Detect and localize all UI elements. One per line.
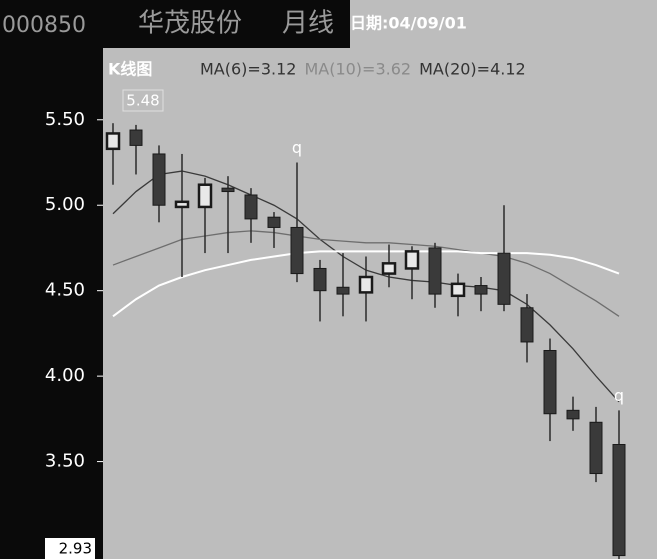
annotation: q (614, 386, 624, 405)
y-tick-label: 5.00 (45, 194, 85, 215)
candle-body (543, 349, 557, 415)
candle-body (174, 200, 190, 209)
legend-entry: MA(10)=3.62 (304, 60, 411, 79)
y-tick-label: 4.50 (45, 280, 85, 301)
candle-body (450, 282, 466, 298)
y-tick-label: 4.00 (45, 365, 85, 386)
candle-body (381, 262, 397, 275)
period: 月线 (282, 9, 334, 39)
date: 日期:04/09/01 (350, 14, 467, 33)
axis-panel (0, 0, 103, 559)
candle-body (290, 226, 304, 275)
legend-entry: MA(20)=4.12 (419, 60, 526, 79)
min-label: 2.93 (59, 540, 92, 558)
ma-line (112, 250, 620, 318)
max-label: 5.48 (126, 92, 159, 110)
min-label-box (45, 538, 95, 559)
candle-body (129, 129, 143, 146)
candle-body (612, 443, 626, 557)
candle-body (566, 409, 580, 420)
candle-body (221, 187, 235, 193)
candle-body (520, 307, 534, 343)
candle-body (358, 275, 374, 294)
annotation: q (292, 138, 302, 157)
candle-body (152, 153, 166, 206)
candle-body (404, 250, 420, 270)
y-tick-label: 3.50 (45, 451, 85, 472)
candle-body (197, 183, 213, 209)
ma-line (112, 230, 620, 317)
header-bar (0, 0, 350, 48)
max-label-box (122, 89, 164, 112)
legend-entry: MA(6)=3.12 (200, 60, 296, 79)
candle-body (336, 286, 350, 295)
candle-body (244, 194, 258, 220)
candle-body (589, 421, 603, 475)
candle-body (497, 252, 511, 305)
chart-title: K线图 (108, 60, 152, 79)
candle-body (267, 216, 281, 228)
candle-body (105, 132, 121, 151)
stock-name: 华茂股份 (138, 9, 242, 39)
y-tick-label: 5.50 (45, 109, 85, 130)
stock-code: 000850 (2, 13, 86, 38)
candle-body (313, 267, 327, 292)
candle-body (428, 247, 442, 295)
candle-body (474, 285, 488, 295)
